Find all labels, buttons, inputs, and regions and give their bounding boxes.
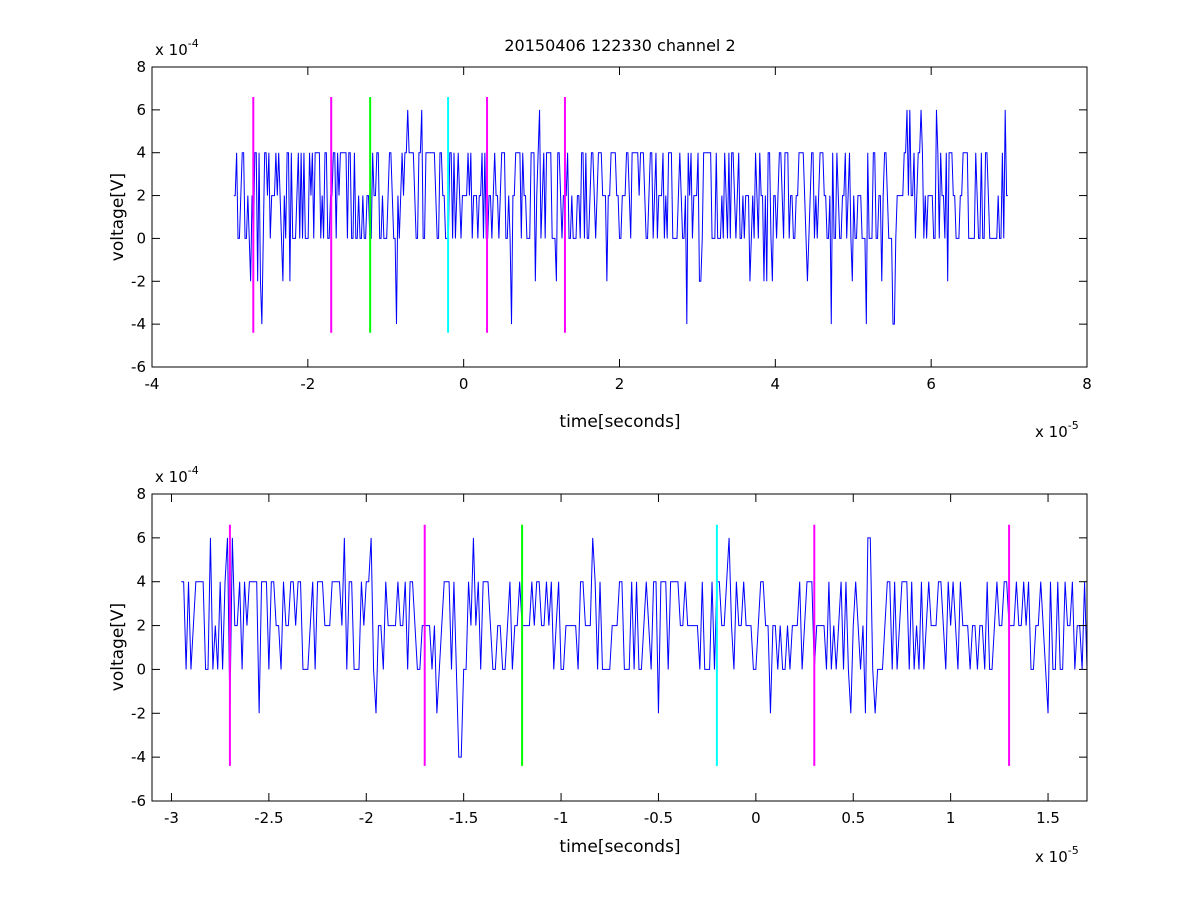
- x-tick-label: -3: [164, 809, 179, 827]
- x-tick-label: 0.5: [841, 809, 865, 827]
- x-axis-label: time[seconds]: [559, 412, 680, 432]
- tick-group: -3 -2.5 -2 -1.5 -1 -0.5 0 0.5 1 1.5 -6 -4 -2 0 2 4 6 8: [131, 485, 1087, 827]
- figure-title: 20150406 122330 channel 2: [504, 36, 735, 55]
- y-tick-label: 2: [136, 617, 146, 635]
- x-tick-label: -2: [359, 809, 374, 827]
- y-tick-label: -2: [131, 704, 146, 722]
- y-tick-label: 6: [136, 529, 146, 547]
- bottom-subplot: -3 -2.5 -2 -1.5 -1 -0.5 0 0.5 1 1.5 -6 -4 -2 0 2 4 6 8 ti…: [108, 464, 1088, 866]
- axes-frame: [151, 493, 1088, 802]
- signal-trace: [233, 109, 1008, 325]
- y-tick-label: 8: [136, 58, 146, 76]
- x-exponent-label: x 10-5: [1035, 844, 1079, 866]
- x-tick-label: -1.5: [449, 809, 478, 827]
- y-exponent-label: x 10-4: [155, 464, 199, 486]
- x-tick-label: -0.5: [644, 809, 673, 827]
- x-tick-label: 0: [751, 809, 761, 827]
- marker-group: [252, 97, 566, 333]
- y-tick-label: 2: [136, 187, 146, 205]
- y-exponent-power: -4: [188, 464, 199, 477]
- x-axis-label: time[seconds]: [559, 837, 680, 857]
- x-tick-label: 8: [1082, 375, 1092, 393]
- x-exponent-power: -5: [1068, 419, 1079, 432]
- y-axis-label: voltage[V]: [108, 603, 128, 691]
- x-tick-label: 6: [926, 375, 936, 393]
- y-tick-label: -4: [131, 315, 146, 333]
- y-tick-label: -6: [131, 792, 146, 810]
- x-exponent-power: -5: [1068, 844, 1079, 857]
- x-tick-label: -1: [554, 809, 569, 827]
- marker-group: [228, 524, 1011, 766]
- x-tick-label: 4: [771, 375, 781, 393]
- x-tick-label: 0: [459, 375, 469, 393]
- y-tick-label: 4: [136, 573, 146, 591]
- y-exponent-label: x 10-4: [155, 37, 199, 59]
- y-axis-label: voltage[V]: [108, 173, 128, 261]
- x-tick-label: -2: [300, 375, 315, 393]
- y-tick-label: 0: [136, 660, 146, 678]
- x-tick-label: 2: [615, 375, 625, 393]
- y-exponent-base: x 10: [155, 41, 188, 59]
- signal-trace-group: [181, 537, 1088, 758]
- y-exponent-power: -4: [188, 37, 199, 50]
- y-tick-label: 6: [136, 101, 146, 119]
- y-tick-label: -2: [131, 272, 146, 290]
- y-tick-label: -4: [131, 748, 146, 766]
- y-tick-label: 0: [136, 229, 146, 247]
- x-exponent-base: x 10: [1035, 423, 1068, 441]
- y-tick-label: 4: [136, 144, 146, 162]
- signal-trace-group: [233, 109, 1008, 325]
- x-tick-label: -2.5: [254, 809, 283, 827]
- y-exponent-base: x 10: [155, 468, 188, 486]
- x-exponent-label: x 10-5: [1035, 419, 1079, 441]
- x-tick-label: 1: [946, 809, 956, 827]
- x-tick-label: 1.5: [1036, 809, 1060, 827]
- y-tick-label: -6: [131, 358, 146, 376]
- x-exponent-base: x 10: [1035, 848, 1068, 866]
- signal-trace: [181, 537, 1088, 758]
- y-tick-label: 8: [136, 485, 146, 503]
- x-tick-label: -4: [145, 375, 160, 393]
